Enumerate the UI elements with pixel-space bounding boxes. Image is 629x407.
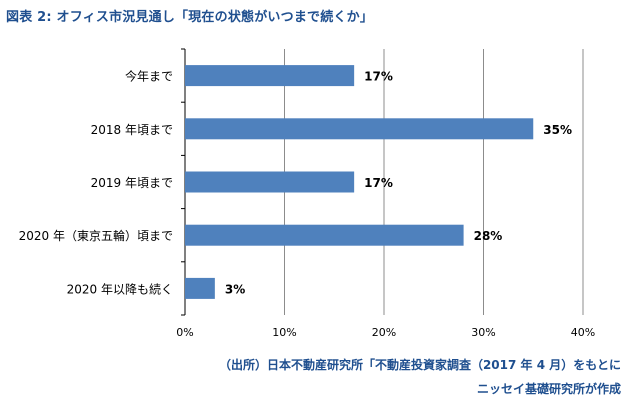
category-label: 2020 年以降も続く bbox=[67, 282, 173, 296]
bar-4 bbox=[185, 224, 464, 246]
bar-layer bbox=[185, 65, 534, 299]
x-tick-label: 10% bbox=[272, 326, 296, 339]
data-label: 3% bbox=[225, 282, 245, 296]
category-label: 2019 年頃まで bbox=[91, 176, 173, 190]
data-label: 17% bbox=[364, 176, 393, 190]
category-label: 2020 年（東京五輪）頃まで bbox=[19, 228, 173, 243]
category-label: 今年まで bbox=[125, 69, 173, 84]
source-note-line1: （出所）日本不動産研究所「不動産投資家調査（2017 年 4 月）をもとに bbox=[218, 358, 621, 372]
source-note-line2: ニッセイ基礎研究所が作成 bbox=[476, 382, 621, 396]
x-tick-label: 20% bbox=[372, 326, 396, 339]
bar-1 bbox=[185, 65, 355, 87]
x-tick-label: 30% bbox=[471, 326, 495, 339]
data-label: 35% bbox=[543, 123, 572, 137]
category-label: 2018 年頃まで bbox=[91, 123, 173, 137]
bar-2 bbox=[185, 118, 534, 140]
data-label: 17% bbox=[364, 70, 393, 84]
bar-5 bbox=[185, 277, 215, 299]
chart-title: 図表 2: オフィス市況見通し「現在の状態がいつまで続くか」 bbox=[6, 10, 374, 25]
x-tick-label: 0% bbox=[176, 326, 193, 339]
label-layer: 0% 10% 20% 30% 40% 17% 今年まで 35% 2018 年頃まで 17% 2019… bbox=[19, 69, 596, 339]
bar-3 bbox=[185, 171, 355, 193]
data-label: 28% bbox=[474, 229, 503, 243]
x-tick-label: 40% bbox=[571, 326, 595, 339]
